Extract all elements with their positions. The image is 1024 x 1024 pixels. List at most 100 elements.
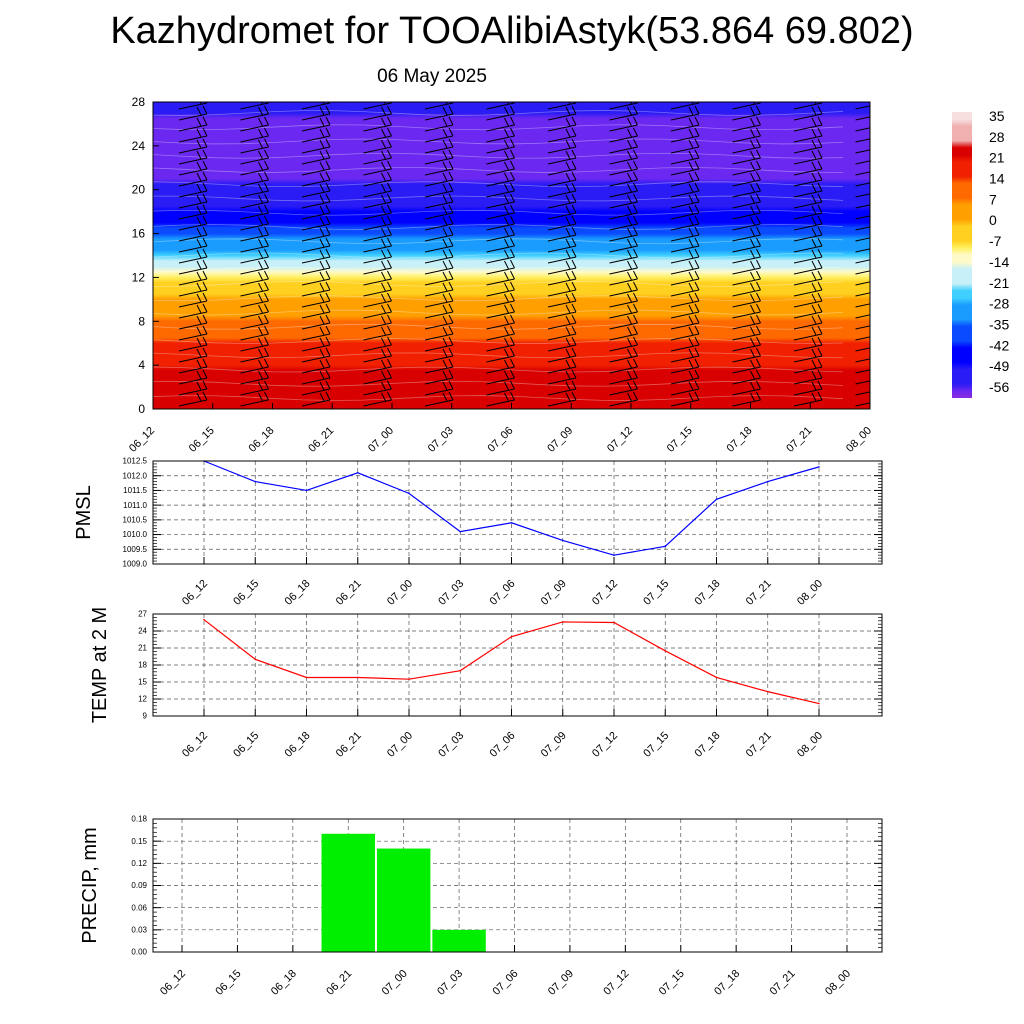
x-tick-label: 07_00 (385, 578, 415, 608)
wind-barb (301, 314, 331, 330)
x-tick-label: 07_12 (605, 425, 635, 455)
wind-barb (240, 325, 269, 341)
data-point (254, 658, 257, 661)
wind-barb (547, 314, 577, 330)
wind-barb (301, 303, 331, 319)
wind-barb (363, 171, 392, 187)
contour-line (153, 395, 844, 401)
contour-line (153, 167, 844, 173)
y-tick-label: 20 (132, 183, 146, 197)
wind-barb (486, 149, 515, 165)
wind-barb (240, 281, 269, 297)
wind-barb (240, 102, 269, 110)
contour-line (153, 152, 844, 159)
wind-barb (178, 292, 208, 308)
wind-barb (547, 226, 577, 242)
x-tick-label: 06_15 (231, 578, 261, 608)
x-tick-label: 08_00 (823, 968, 853, 998)
wind-barb (793, 193, 823, 209)
wind-barb (240, 116, 269, 132)
wind-barb (793, 303, 823, 319)
wind-barb (609, 292, 638, 308)
x-tick-label: 06_15 (213, 968, 243, 998)
wind-barb (301, 380, 331, 396)
x-tick-label: 07_06 (491, 968, 521, 998)
wind-barb (793, 102, 823, 110)
wind-barb (424, 204, 454, 220)
wind-barb (486, 281, 515, 297)
wind-barb (486, 193, 515, 209)
wind-barb (732, 281, 761, 297)
wind-barb (732, 292, 761, 308)
colorbar-label: -35 (989, 316, 1009, 332)
temp2m-panel: 27 24 21 18 15 12 9 06_12 06_15 06_18 06_21 07_00 07… (89, 607, 883, 760)
wind-barb (609, 127, 638, 143)
x-tick-label: 08_00 (795, 730, 825, 760)
wind-barb (609, 347, 638, 363)
x-tick-label: 06_21 (306, 425, 336, 455)
wind-barb (793, 160, 823, 176)
wind-barb (486, 226, 515, 242)
wind-barb (793, 149, 823, 165)
wind-barb (609, 248, 638, 264)
x-tick-label: 07_21 (744, 578, 774, 608)
wind-barb (793, 138, 823, 154)
wind-barb (670, 336, 700, 352)
data-point (408, 678, 410, 680)
wind-barb (486, 102, 515, 110)
wind-barb (486, 303, 515, 319)
wind-barb (178, 237, 208, 253)
wind-barb (424, 127, 454, 143)
x-tick-label: 06_18 (269, 968, 299, 998)
wind-barb (547, 325, 577, 341)
y-tick-label: 1010.0 (123, 530, 148, 539)
data-point (613, 621, 615, 624)
colorbar-label: 14 (989, 171, 1005, 187)
x-tick-label: 07_12 (590, 578, 620, 608)
wind-barb (363, 248, 392, 264)
y-tick-label: 16 (132, 227, 146, 241)
y-tick-label: 1012.5 (123, 457, 148, 466)
wind-barb (301, 281, 331, 297)
wind-barb (793, 314, 823, 330)
data-point (818, 466, 820, 468)
wind-barb (609, 369, 638, 385)
data-point (818, 702, 820, 705)
y-tick-label: 0.09 (131, 881, 147, 890)
wind-barb (732, 303, 761, 319)
data-point (356, 471, 359, 474)
colorbar-label: -7 (989, 233, 1002, 249)
colorbar-label: 35 (989, 108, 1005, 124)
wind-barb (670, 182, 700, 198)
wind-barb (670, 160, 700, 176)
data-point (356, 676, 359, 679)
x-tick-label: 07_06 (486, 425, 516, 455)
wind-barb (609, 358, 638, 374)
wind-barb (486, 182, 515, 198)
wind-barb (301, 215, 331, 231)
y-axis-label: TEMP at 2 M (89, 607, 111, 723)
bar (432, 929, 486, 952)
x-tick-label: 07_03 (436, 578, 466, 608)
wind-barb (178, 336, 208, 352)
wind-barb (240, 149, 269, 165)
wind-barb (363, 149, 392, 165)
wind-barb (363, 358, 392, 374)
x-tick-label: 06_21 (324, 968, 354, 998)
wind-barb (363, 336, 392, 352)
wind-barb (793, 259, 823, 275)
wind-barb (793, 127, 823, 143)
wind-barb (609, 105, 638, 121)
y-tick-label: 4 (138, 358, 145, 372)
wind-barb (178, 160, 208, 176)
data-point (613, 554, 615, 556)
wind-barb (424, 303, 454, 319)
wind-barb (547, 380, 577, 396)
wind-barb (670, 303, 700, 319)
wind-barb (670, 292, 700, 308)
wind-barb (732, 237, 761, 253)
wind-barb (424, 237, 454, 253)
wind-barb (363, 116, 392, 132)
wind-barb (301, 193, 331, 209)
contour-line (153, 323, 844, 330)
